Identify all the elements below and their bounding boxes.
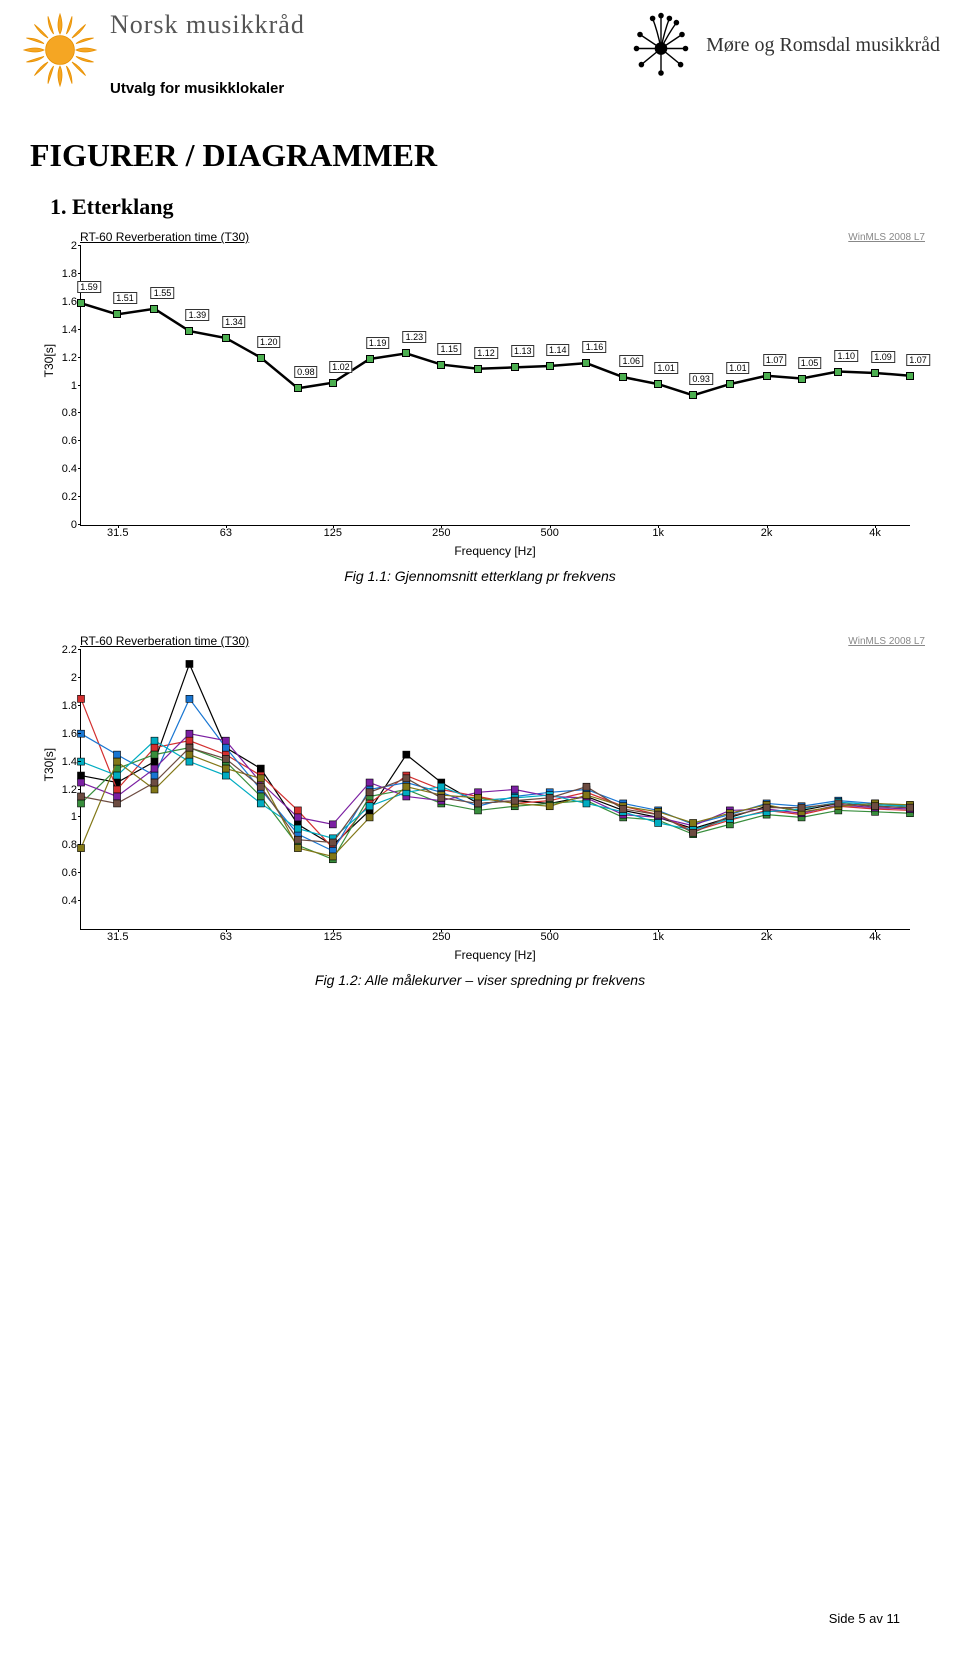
- data-marker: [906, 372, 914, 380]
- data-marker: [474, 365, 482, 373]
- ytick-label: 1.2: [62, 352, 81, 364]
- data-marker-label: 1.10: [835, 350, 859, 362]
- header-subtitle: Utvalg for musikklokaler: [110, 80, 305, 97]
- data-marker: [871, 369, 879, 377]
- chart2-title: RT-60 Reverberation time (T30): [80, 634, 930, 648]
- ytick-label: 0.6: [62, 435, 81, 447]
- data-marker-label: 1.23: [403, 331, 427, 343]
- page-footer: Side 5 av 11: [829, 1611, 900, 1626]
- chart2-xlabel: Frequency [Hz]: [80, 948, 910, 962]
- data-marker: [437, 361, 445, 369]
- data-marker: [294, 384, 302, 392]
- main-title: FIGURER / DIAGRAMMER: [30, 137, 960, 174]
- data-marker: [511, 363, 519, 371]
- section-title: 1. Etterklang: [50, 194, 960, 220]
- ytick-label: 1.2: [62, 784, 81, 796]
- ytick-label: 1: [71, 380, 81, 392]
- ytick-label: 1.4: [62, 324, 81, 336]
- data-marker-label: 1.14: [546, 344, 570, 356]
- chart-1: RT-60 Reverberation time (T30) WinMLS 20…: [30, 230, 930, 558]
- ytick-label: 1.4: [62, 756, 81, 768]
- data-marker: [582, 359, 590, 367]
- data-marker-label: 1.12: [474, 347, 498, 359]
- data-marker-label: 1.07: [763, 354, 787, 366]
- page-header: Norsk musikkråd Utvalg for musikklokaler…: [0, 0, 960, 97]
- ytick-label: 1.8: [62, 268, 81, 280]
- header-left: Norsk musikkråd Utvalg for musikklokaler: [20, 10, 305, 97]
- data-marker: [619, 373, 627, 381]
- ytick-label: 0.6: [62, 867, 81, 879]
- caption-2: Fig 1.2: Alle målekurver – viser spredni…: [30, 972, 930, 988]
- chart1-ylabel: T30[s]: [42, 344, 56, 377]
- data-marker: [113, 310, 121, 318]
- data-marker-label: 0.93: [689, 373, 713, 385]
- data-marker-label: 1.19: [366, 337, 390, 349]
- data-marker-label: 1.51: [113, 292, 137, 304]
- data-marker-label: 1.01: [654, 362, 678, 374]
- data-marker: [150, 305, 158, 313]
- data-marker: [366, 355, 374, 363]
- data-marker-label: 1.05: [798, 357, 822, 369]
- data-marker: [834, 368, 842, 376]
- ytick-label: 0.4: [62, 895, 81, 907]
- data-marker-label: 1.20: [257, 336, 281, 348]
- data-marker-label: 0.98: [294, 366, 318, 378]
- chart1-title: RT-60 Reverberation time (T30): [80, 230, 930, 244]
- ytick-label: 1.8: [62, 700, 81, 712]
- data-marker: [798, 375, 806, 383]
- data-marker: [185, 327, 193, 335]
- chart1-plot-area: 00.20.40.60.811.21.41.61.8231.5631252505…: [80, 246, 910, 526]
- data-marker: [402, 349, 410, 357]
- data-marker-label: 1.39: [186, 309, 210, 321]
- data-marker: [546, 362, 554, 370]
- ytick-label: 2: [71, 240, 81, 252]
- header-right: Møre og Romsdal musikkråd: [626, 10, 940, 80]
- data-marker-label: 1.07: [906, 354, 930, 366]
- data-marker-label: 1.01: [726, 362, 750, 374]
- data-marker-label: 1.02: [329, 361, 353, 373]
- data-marker: [654, 380, 662, 388]
- ytick-label: 0.2: [62, 491, 81, 503]
- data-marker: [329, 379, 337, 387]
- chart1-xlabel: Frequency [Hz]: [80, 544, 910, 558]
- ytick-label: 2.2: [62, 644, 81, 656]
- data-marker-label: 1.16: [583, 341, 607, 353]
- data-marker: [689, 391, 697, 399]
- data-marker: [257, 354, 265, 362]
- data-marker: [726, 380, 734, 388]
- ytick-label: 2: [71, 672, 81, 684]
- data-marker: [763, 372, 771, 380]
- data-marker-label: 1.06: [619, 355, 643, 367]
- data-marker-label: 1.15: [438, 343, 462, 355]
- ytick-label: 0: [71, 519, 81, 531]
- chart2-watermark: WinMLS 2008 L7: [848, 636, 925, 647]
- chart2-plot-area: 0.40.60.811.21.41.61.822.231.56312525050…: [80, 650, 910, 930]
- data-marker-label: 1.09: [871, 351, 895, 363]
- ytick-label: 1.6: [62, 728, 81, 740]
- data-marker: [222, 334, 230, 342]
- org-name-right: Møre og Romsdal musikkråd: [706, 34, 940, 57]
- ytick-label: 0.8: [62, 839, 81, 851]
- chart1-watermark: WinMLS 2008 L7: [848, 232, 925, 243]
- data-marker-label: 1.13: [511, 345, 535, 357]
- org-name-left: Norsk musikkråd: [110, 10, 305, 40]
- ytick-label: 0.8: [62, 407, 81, 419]
- ytick-label: 1: [71, 811, 81, 823]
- sun-logo-icon: [20, 10, 100, 90]
- ytick-label: 0.4: [62, 463, 81, 475]
- caption-1: Fig 1.1: Gjennomsnitt etterklang pr frek…: [30, 568, 930, 584]
- data-marker-label: 1.59: [77, 281, 101, 293]
- flower-logo-icon: [626, 10, 696, 80]
- data-marker-label: 1.55: [151, 287, 175, 299]
- chart-2: RT-60 Reverberation time (T30) WinMLS 20…: [30, 634, 930, 962]
- data-marker: [77, 299, 85, 307]
- chart2-ylabel: T30[s]: [42, 748, 56, 781]
- data-marker-label: 1.34: [222, 316, 246, 328]
